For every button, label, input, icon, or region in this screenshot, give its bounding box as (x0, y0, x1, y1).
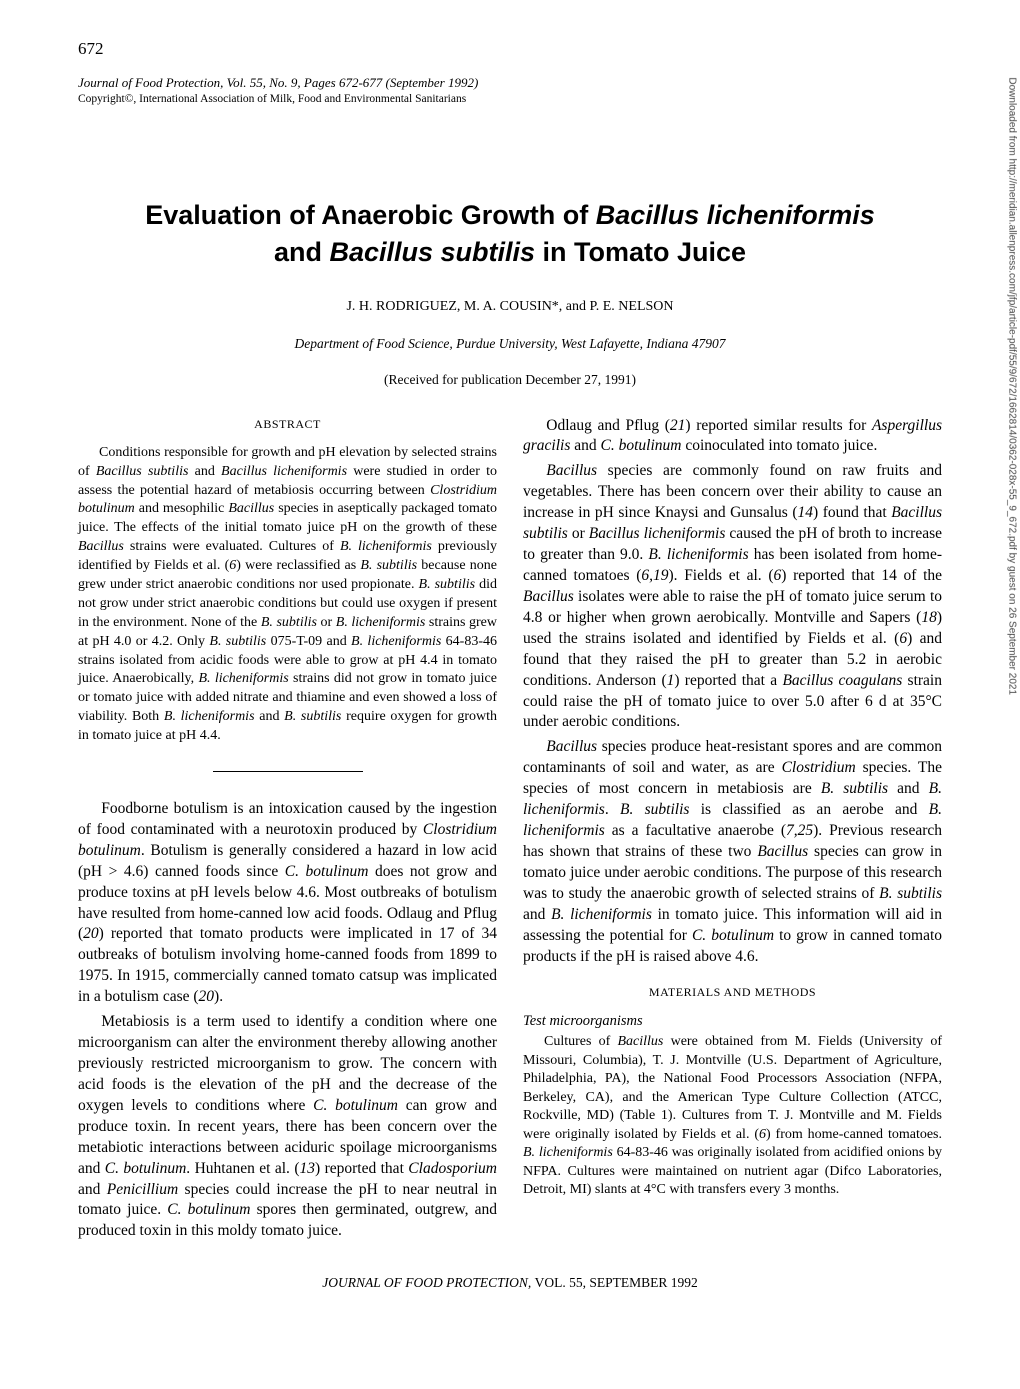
footer-vol: VOL. 55, SEPTEMBER 1992 (535, 1275, 698, 1290)
title-ital-1: Bacillus licheniformis (596, 200, 875, 230)
intro-paragraph-2: Metabiosis is a term used to identify a … (78, 1012, 497, 1242)
abstract-text: Conditions responsible for growth and pH… (78, 444, 497, 746)
methods-paragraph-1: Cultures of Bacillus were obtained from … (523, 1033, 942, 1199)
footer-journal: JOURNAL OF FOOD PROTECTION, (322, 1275, 534, 1290)
title-part-2a: and (274, 237, 330, 267)
authors-line: J. H. RODRIGUEZ, M. A. COUSIN*, and P. E… (78, 298, 942, 317)
col2-paragraph-1: Bacillus species are commonly found on r… (523, 461, 942, 733)
title-ital-2: Bacillus subtilis (329, 237, 535, 267)
received-line: (Received for publication December 27, 1… (78, 371, 942, 389)
two-column-body: ABSTRACT Conditions responsible for grow… (78, 416, 942, 1243)
col2-carryover-paragraph: Odlaug and Pflug (21) reported similar r… (523, 416, 942, 458)
subheading-test-microorganisms: Test microorganisms (523, 1012, 942, 1032)
title-part-2b: in Tomato Juice (535, 237, 746, 267)
article-title: Evaluation of Anaerobic Growth of Bacill… (78, 197, 942, 270)
download-watermark: Downloaded from http://meridian.allenpre… (1005, 77, 1019, 695)
materials-methods-heading: MATERIALS AND METHODS (523, 984, 942, 1000)
journal-citation: Journal of Food Protection, Vol. 55, No.… (78, 75, 942, 92)
abstract-divider (213, 771, 363, 772)
page-number: 672 (78, 38, 942, 61)
abstract-divider-wrap (78, 758, 497, 779)
intro-paragraph-1: Foodborne botulism is an intoxication ca… (78, 799, 497, 1008)
abstract-heading: ABSTRACT (78, 416, 497, 432)
copyright-line: Copyright©, International Association of… (78, 92, 942, 108)
affiliation-line: Department of Food Science, Purdue Unive… (78, 335, 942, 353)
title-part-1: Evaluation of Anaerobic Growth of (145, 200, 596, 230)
col2-paragraph-2: Bacillus species produce heat-resistant … (523, 737, 942, 967)
page-footer: JOURNAL OF FOOD PROTECTION, VOL. 55, SEP… (78, 1274, 942, 1292)
